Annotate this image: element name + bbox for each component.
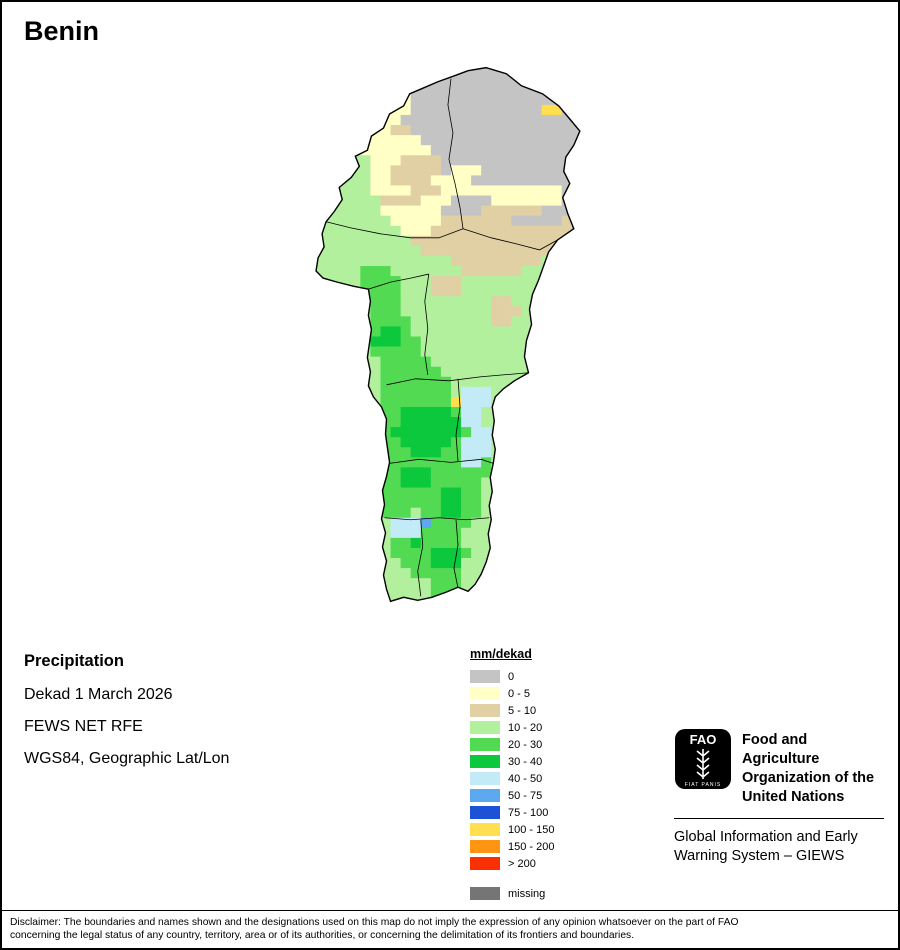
- legend: mm/dekad 0 0 - 5 5 - 10 10 - 20 20 - 30 30 - …: [470, 647, 554, 902]
- legend-label: 30 - 40: [508, 755, 543, 768]
- legend-label: missing: [508, 887, 546, 900]
- legend-label: 150 - 200: [508, 840, 555, 853]
- fao-block: FAO FIAT PANIS Food and Agriculture Orga…: [674, 728, 886, 866]
- map-container: [310, 64, 602, 609]
- fao-logo-text: FAO: [690, 732, 717, 747]
- legend-swatch: [470, 840, 500, 853]
- legend-item: 20 - 30: [470, 736, 554, 753]
- legend-label: 0: [508, 670, 515, 683]
- legend-item: 50 - 75: [470, 787, 554, 804]
- legend-swatch: [470, 670, 500, 683]
- fao-logo-motto: FIAT PANIS: [685, 782, 721, 788]
- legend-swatch: [470, 687, 500, 700]
- fao-org-line: Food and Agriculture: [742, 732, 820, 767]
- legend-item: 5 - 10: [470, 702, 554, 719]
- legend-swatch: [470, 738, 500, 751]
- legend-swatch: [470, 823, 500, 836]
- legend-label: 40 - 50: [508, 772, 543, 785]
- disclaimer-line: concerning the legal status of any count…: [10, 930, 635, 941]
- legend-label: 100 - 150: [508, 823, 555, 836]
- legend-swatch: [470, 721, 500, 734]
- legend-item: 100 - 150: [470, 821, 554, 838]
- giews-label: Global Information and Early Warning Sys…: [674, 828, 886, 866]
- disclaimer-line: Disclaimer: The boundaries and names sho…: [10, 917, 739, 928]
- legend-label: 5 - 10: [508, 704, 537, 717]
- legend-item: missing: [470, 885, 554, 902]
- legend-swatch: [470, 857, 500, 870]
- legend-item: 75 - 100: [470, 804, 554, 821]
- info-line-dekad: Dekad 1 March 2026: [24, 686, 173, 703]
- page-title: Benin: [24, 16, 100, 46]
- legend-swatch: [470, 755, 500, 768]
- disclaimer: Disclaimer: The boundaries and names sho…: [2, 910, 898, 948]
- legend-item: > 200: [470, 855, 554, 872]
- legend-label: 0 - 5: [508, 687, 531, 700]
- giews-line: Warning System – GIEWS: [674, 848, 845, 864]
- info-line-source: FEWS NET RFE: [24, 718, 143, 735]
- legend-swatch: [470, 789, 500, 802]
- legend-item: 0 - 5: [470, 685, 554, 702]
- benin-precipitation-map: [315, 66, 581, 603]
- fao-divider: [674, 818, 884, 819]
- legend-item: 0: [470, 668, 554, 685]
- legend-label: 10 - 20: [508, 721, 543, 734]
- info-line-projection: WGS84, Geographic Lat/Lon: [24, 750, 230, 767]
- legend-item: 40 - 50: [470, 770, 554, 787]
- legend-label: 75 - 100: [508, 806, 549, 819]
- giews-line: Global Information and Early: [674, 829, 858, 845]
- fao-org-line: United Nations: [742, 789, 845, 805]
- legend-item: 30 - 40: [470, 753, 554, 770]
- fao-org-line: Organization of the: [742, 770, 875, 786]
- map-info-block: Precipitation Dekad 1 March 2026 FEWS NE…: [24, 652, 229, 782]
- legend-label: 20 - 30: [508, 738, 543, 751]
- legend-item: 10 - 20: [470, 719, 554, 736]
- fao-logo-icon: FAO FIAT PANIS: [674, 728, 732, 790]
- legend-label: > 200: [508, 857, 536, 870]
- wheat-icon: [696, 749, 710, 779]
- legend-title: mm/dekad: [470, 647, 532, 661]
- info-heading: Precipitation: [24, 652, 124, 670]
- legend-items: 0 0 - 5 5 - 10 10 - 20 20 - 30 30 - 40 40 - 50…: [470, 668, 554, 902]
- legend-item: 150 - 200: [470, 838, 554, 855]
- legend-swatch: [470, 704, 500, 717]
- legend-swatch: [470, 806, 500, 819]
- legend-label: 50 - 75: [508, 789, 543, 802]
- fao-org-name: Food and Agriculture Organization of the…: [742, 728, 886, 807]
- legend-swatch: [470, 772, 500, 785]
- legend-swatch: [470, 887, 500, 900]
